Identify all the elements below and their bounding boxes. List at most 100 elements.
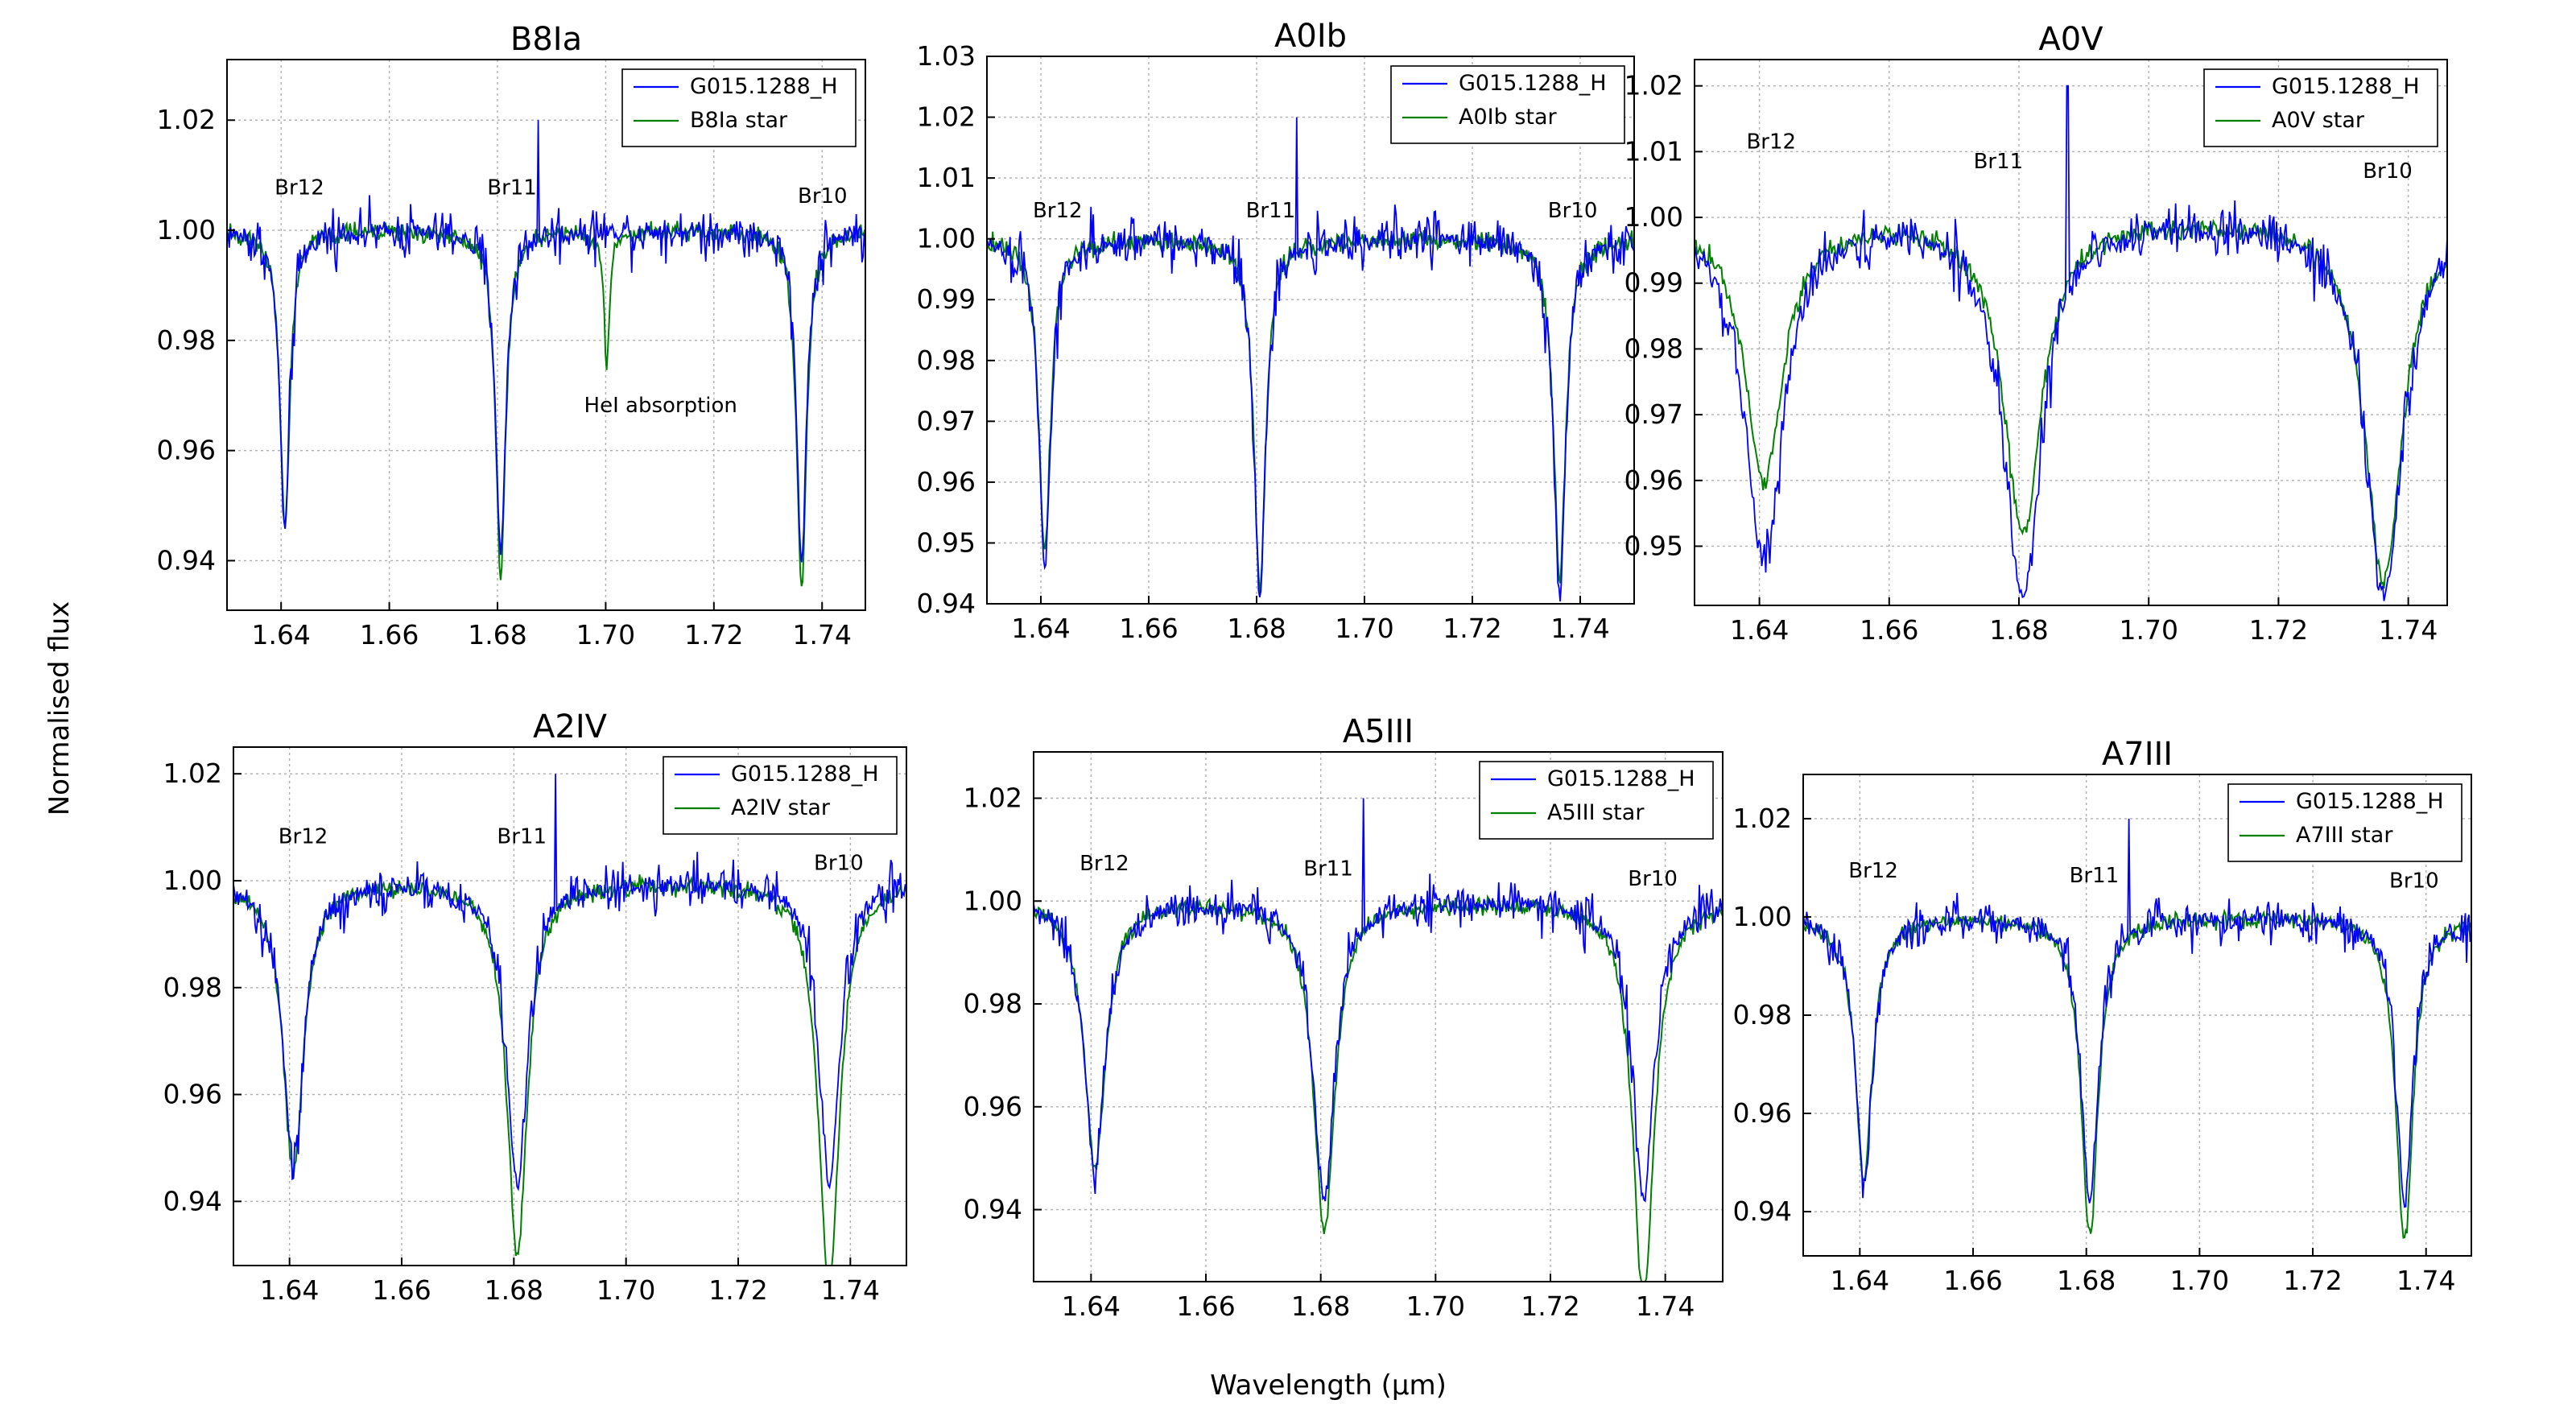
x-tick-label: 1.68 bbox=[468, 619, 526, 650]
x-tick-label: 1.70 bbox=[597, 1274, 655, 1306]
y-tick-label: 1.00 bbox=[157, 214, 216, 246]
y-tick-label: 1.02 bbox=[1624, 70, 1683, 101]
line-annotation: Br10 bbox=[1628, 867, 1678, 891]
spectrum-panel-b8ia: 1.64 1.66 1.68 1.70 1.72 1.74 0.94 0.96 0.98 1.00… bbox=[157, 21, 866, 650]
y-tick-label: 1.02 bbox=[163, 758, 222, 789]
x-tick-label: 1.74 bbox=[2379, 614, 2438, 646]
line-annotation: Br11 bbox=[487, 176, 537, 200]
y-tick-label: 0.98 bbox=[157, 324, 216, 356]
legend: G015.1288_H B8Ia star bbox=[621, 68, 857, 147]
legend-entry: G015.1288_H bbox=[1459, 71, 1607, 96]
y-tick-label: 1.01 bbox=[1624, 135, 1683, 167]
line-annotation: HeI absorption bbox=[584, 394, 737, 418]
legend-box bbox=[663, 756, 898, 835]
template-spectrum-line bbox=[226, 221, 866, 587]
x-tick-label: 1.68 bbox=[2057, 1265, 2116, 1296]
x-tick-label: 1.66 bbox=[372, 1274, 431, 1306]
line-annotation: Br10 bbox=[2389, 869, 2439, 893]
legend-box bbox=[2203, 68, 2438, 147]
template-spectrum-line bbox=[986, 229, 1635, 595]
observed-spectrum-line bbox=[986, 117, 1635, 602]
x-tick-label: 1.70 bbox=[2119, 614, 2178, 646]
x-tick-label: 1.74 bbox=[2396, 1265, 2455, 1296]
line-annotation: Br11 bbox=[497, 825, 547, 849]
legend: G015.1288_H A0V star bbox=[2203, 68, 2438, 147]
template-spectrum-line bbox=[233, 874, 907, 1266]
line-annotation: Br11 bbox=[1303, 857, 1353, 881]
x-tick-label: 1.72 bbox=[1521, 1290, 1579, 1322]
y-tick-label: 0.98 bbox=[1733, 999, 1792, 1030]
y-tick-label: 1.02 bbox=[157, 104, 216, 135]
y-tick-label: 0.99 bbox=[917, 283, 976, 315]
panel-grid: 1.64 1.66 1.68 1.70 1.72 1.74 0.94 0.96 0.98 1.00… bbox=[157, 18, 2472, 1322]
x-tick-label: 1.74 bbox=[1636, 1290, 1695, 1322]
y-tick-label: 0.96 bbox=[157, 435, 216, 466]
x-tick-label: 1.74 bbox=[792, 619, 851, 650]
y-tick-label: 0.98 bbox=[964, 988, 1022, 1019]
x-tick-label: 1.66 bbox=[1860, 614, 1918, 646]
observed-spectrum-line bbox=[1802, 818, 2472, 1208]
y-tick-label: 0.94 bbox=[157, 544, 216, 576]
observed-spectrum-line bbox=[233, 774, 907, 1191]
legend: G015.1288_H A7III star bbox=[2227, 783, 2462, 862]
y-tick-label: 1.03 bbox=[917, 40, 976, 72]
y-tick-label: 0.96 bbox=[163, 1079, 222, 1110]
y-tick-label: 0.97 bbox=[917, 405, 976, 436]
legend: G015.1288_H A2IV star bbox=[663, 756, 898, 835]
line-annotation: Br10 bbox=[814, 852, 864, 876]
spectrum-panel-a7iii: 1.64 1.66 1.68 1.70 1.72 1.74 0.94 0.96 0.98 1.00… bbox=[1733, 736, 2472, 1296]
x-tick-label: 1.72 bbox=[684, 619, 743, 650]
line-annotation: Br12 bbox=[1080, 852, 1129, 876]
x-tick-label: 1.66 bbox=[1119, 613, 1178, 644]
y-tick-label: 1.02 bbox=[964, 782, 1022, 813]
spectrum-panel-a5iii: 1.64 1.66 1.68 1.70 1.72 1.74 0.94 0.96 0.98 1.00… bbox=[964, 713, 1724, 1322]
line-annotation: Br12 bbox=[1848, 859, 1898, 883]
legend-entry: G015.1288_H bbox=[1547, 766, 1695, 791]
spectrum-panel-a2iv: 1.64 1.66 1.68 1.70 1.72 1.74 0.94 0.96 0.98 1.00… bbox=[163, 708, 907, 1306]
plot-frame bbox=[226, 59, 866, 611]
legend-box bbox=[1390, 65, 1625, 144]
panel-title: A0V bbox=[2038, 21, 2103, 58]
spectrum-panel-a0v: 1.64 1.66 1.68 1.70 1.72 1.74 0.95 0.96 0.97 0.98… bbox=[1624, 21, 2448, 646]
x-tick-label: 1.64 bbox=[251, 619, 310, 650]
y-tick-label: 0.97 bbox=[1624, 398, 1683, 430]
x-tick-label: 1.74 bbox=[1550, 613, 1609, 644]
x-tick-label: 1.64 bbox=[1011, 613, 1070, 644]
y-tick-label: 1.00 bbox=[163, 865, 222, 896]
legend-box bbox=[621, 68, 857, 147]
template-spectrum-line bbox=[1802, 908, 2472, 1239]
y-tick-label: 0.95 bbox=[1624, 530, 1683, 561]
line-annotation: Br12 bbox=[1746, 130, 1796, 154]
x-tick-label: 1.66 bbox=[360, 619, 419, 650]
y-tick-label: 0.98 bbox=[163, 972, 222, 1003]
line-annotation: Br10 bbox=[2363, 159, 2413, 184]
x-tick-label: 1.70 bbox=[1335, 613, 1393, 644]
panel-title: B8Ia bbox=[510, 21, 582, 58]
x-tick-label: 1.72 bbox=[1443, 613, 1501, 644]
x-tick-label: 1.72 bbox=[2249, 614, 2308, 646]
legend-entry: A5III star bbox=[1547, 800, 1645, 825]
plot-frame bbox=[233, 746, 907, 1266]
y-tick-label: 0.94 bbox=[917, 588, 976, 619]
x-tick-label: 1.66 bbox=[1176, 1290, 1235, 1322]
legend-box bbox=[1479, 761, 1714, 840]
y-tick-label: 0.94 bbox=[163, 1185, 222, 1216]
plot-frame bbox=[986, 56, 1635, 605]
legend-entry: A0V star bbox=[2272, 108, 2365, 133]
y-tick-label: 1.00 bbox=[1624, 201, 1683, 233]
y-tick-label: 1.00 bbox=[964, 885, 1022, 916]
x-tick-label: 1.64 bbox=[1730, 614, 1789, 646]
legend: G015.1288_H A5III star bbox=[1479, 761, 1714, 840]
legend-entry: G015.1288_H bbox=[2272, 74, 2420, 99]
y-tick-label: 1.00 bbox=[917, 223, 976, 254]
y-tick-label: 0.98 bbox=[917, 345, 976, 376]
x-tick-label: 1.72 bbox=[708, 1274, 767, 1306]
legend-entry: A0Ib star bbox=[1459, 105, 1558, 130]
y-tick-label: 1.02 bbox=[1733, 803, 1792, 834]
figure-ylabel: Normalised flux bbox=[43, 601, 76, 816]
x-tick-label: 1.64 bbox=[1831, 1265, 1889, 1296]
template-spectrum-line bbox=[1694, 218, 2448, 589]
observed-spectrum-line bbox=[226, 120, 866, 563]
y-tick-label: 0.99 bbox=[1624, 267, 1683, 299]
